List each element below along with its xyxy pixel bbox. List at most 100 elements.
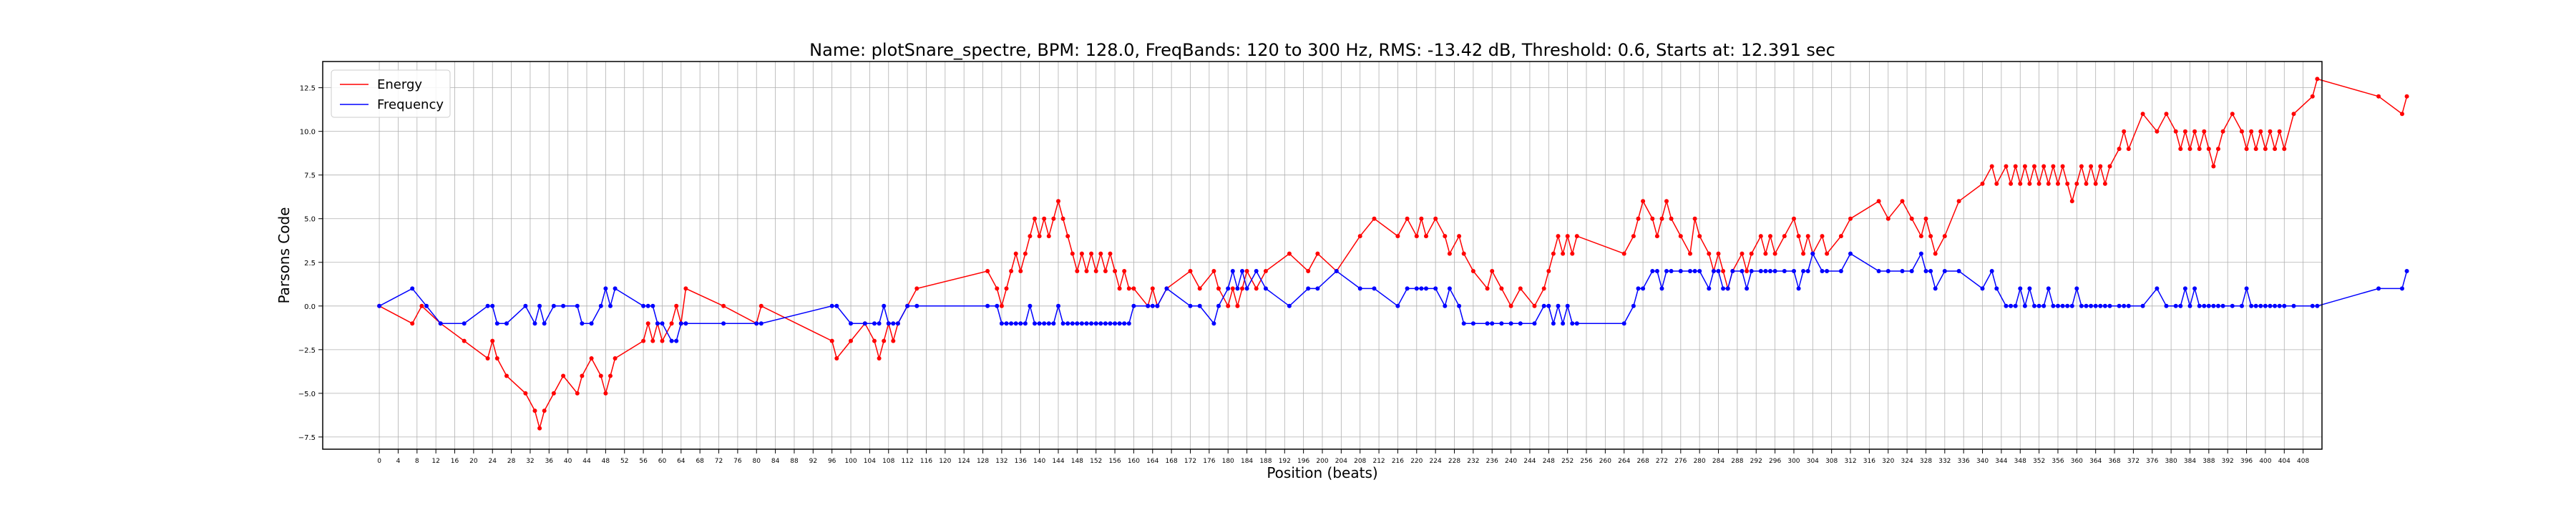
data-point	[1956, 269, 1961, 273]
data-point	[1211, 269, 1216, 273]
data-point	[2056, 303, 2060, 308]
data-point	[1079, 321, 1084, 326]
data-point	[589, 321, 594, 326]
data-point	[2244, 147, 2249, 152]
x-tick-label: 404	[2278, 458, 2290, 465]
data-point	[1315, 286, 1320, 291]
data-point	[1792, 216, 1796, 221]
data-point	[2291, 112, 2296, 117]
data-point	[2036, 181, 2041, 186]
x-tick-label: 112	[902, 458, 914, 465]
data-point	[1782, 234, 1787, 239]
x-tick-label: 128	[977, 458, 989, 465]
data-point	[2102, 181, 2107, 186]
data-point	[608, 303, 613, 308]
series-energy	[377, 77, 2409, 431]
data-point	[2249, 303, 2254, 308]
data-point	[1707, 251, 1712, 256]
data-point	[1725, 286, 1730, 291]
data-point	[1574, 321, 1579, 326]
data-point	[1037, 234, 1042, 239]
x-tick-label: 212	[1372, 458, 1385, 465]
data-point	[1692, 216, 1697, 221]
data-point	[2013, 303, 2018, 308]
data-point	[2013, 164, 2018, 169]
data-point	[1414, 234, 1419, 239]
data-point	[1518, 286, 1523, 291]
x-tick-label: 252	[1561, 458, 1574, 465]
data-point	[1357, 286, 1362, 291]
data-point	[1126, 321, 1131, 326]
x-tick-label: 20	[469, 458, 478, 465]
data-point	[1810, 251, 1815, 256]
data-point	[1075, 321, 1080, 326]
data-point	[2206, 147, 2211, 152]
data-point	[1532, 321, 1537, 326]
data-point	[1900, 269, 1905, 273]
x-tick-label: 336	[1958, 458, 1970, 465]
data-point	[1254, 286, 1259, 291]
data-point	[1013, 251, 1018, 256]
data-point	[1918, 251, 1923, 256]
data-point	[1768, 234, 1772, 239]
data-point	[641, 338, 646, 343]
x-tick-label: 160	[1128, 458, 1140, 465]
data-point	[1226, 303, 1231, 308]
data-point	[1721, 286, 1726, 291]
data-point	[1664, 199, 1669, 204]
data-point	[2258, 303, 2263, 308]
data-point	[995, 286, 1000, 291]
data-point	[829, 303, 834, 308]
data-point	[1758, 234, 1763, 239]
data-point	[1772, 251, 1777, 256]
data-point	[561, 303, 566, 308]
data-point	[1565, 234, 1570, 239]
data-point	[410, 286, 415, 291]
data-point	[1131, 286, 1136, 291]
x-tick-label: 388	[2202, 458, 2215, 465]
data-point	[2065, 303, 2070, 308]
data-point	[1051, 321, 1056, 326]
data-point	[1928, 234, 1933, 239]
data-point	[1796, 286, 1801, 291]
data-point	[410, 321, 415, 326]
data-point	[2004, 303, 2009, 308]
x-tick-label: 408	[2297, 458, 2309, 465]
data-point	[2211, 303, 2216, 308]
x-tick-label: 208	[1354, 458, 1366, 465]
data-point	[1485, 286, 1490, 291]
data-point	[650, 338, 655, 343]
data-point	[1023, 321, 1028, 326]
data-point	[1447, 286, 1452, 291]
data-point	[849, 321, 853, 326]
x-tick-label: 100	[844, 458, 857, 465]
x-tick-label: 276	[1674, 458, 1687, 465]
data-point	[882, 303, 887, 308]
data-point	[598, 303, 603, 308]
x-tick-label: 188	[1259, 458, 1272, 465]
data-point	[1414, 286, 1419, 291]
data-point	[1820, 269, 1825, 273]
data-point	[2178, 147, 2183, 152]
data-point	[2187, 303, 2192, 308]
y-tick-label: 2.5	[304, 260, 316, 268]
data-point	[1433, 286, 1438, 291]
data-point	[2182, 129, 2187, 134]
data-point	[1740, 269, 1745, 273]
data-point	[1980, 181, 1985, 186]
legend: Energy Frequency	[331, 69, 451, 118]
x-tick-label: 224	[1430, 458, 1442, 465]
data-point	[1805, 269, 1810, 273]
data-point	[2291, 303, 2296, 308]
chart-title: Name: plotSnare_spectre, BPM: 128.0, Fre…	[809, 40, 1835, 60]
data-point	[2140, 303, 2145, 308]
data-point	[504, 321, 509, 326]
data-point	[2060, 303, 2065, 308]
data-point	[438, 321, 443, 326]
data-point	[1023, 251, 1028, 256]
data-point	[834, 356, 839, 360]
data-point	[1470, 321, 1475, 326]
x-axis-label: Position (beats)	[1267, 464, 1377, 481]
data-point	[2004, 164, 2009, 169]
data-point	[1565, 303, 1570, 308]
